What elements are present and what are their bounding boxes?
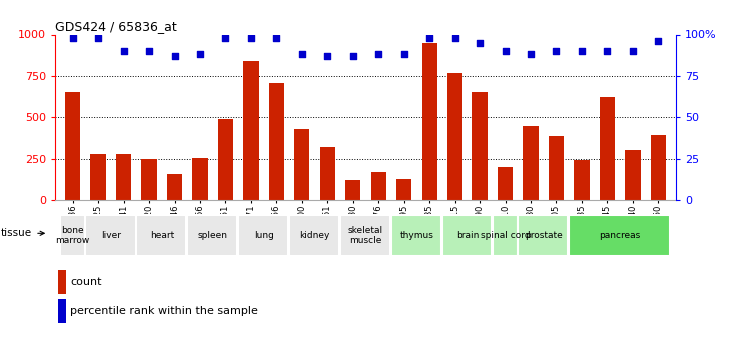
- Bar: [599, 97, 615, 200]
- Point: [194, 52, 206, 57]
- Bar: [447, 72, 462, 200]
- Bar: [91, 154, 106, 200]
- Bar: [396, 179, 412, 200]
- Bar: [340, 215, 390, 256]
- Bar: [371, 172, 386, 200]
- Text: heart: heart: [150, 231, 174, 240]
- Bar: [289, 215, 339, 256]
- Bar: [192, 158, 208, 200]
- Text: kidney: kidney: [300, 231, 330, 240]
- Point: [627, 48, 639, 54]
- Point: [550, 48, 562, 54]
- Text: count: count: [70, 277, 102, 287]
- Point: [245, 35, 257, 41]
- Bar: [523, 126, 539, 200]
- Bar: [422, 43, 437, 200]
- Bar: [187, 215, 238, 256]
- Bar: [575, 159, 590, 200]
- Bar: [60, 215, 85, 256]
- Text: brain: brain: [455, 231, 479, 240]
- Point: [653, 38, 664, 44]
- Bar: [65, 92, 80, 200]
- Text: tissue: tissue: [1, 228, 45, 238]
- Point: [398, 52, 409, 57]
- Point: [576, 48, 588, 54]
- Point: [143, 48, 155, 54]
- Point: [347, 53, 359, 59]
- Text: prostate: prostate: [525, 231, 563, 240]
- Text: percentile rank within the sample: percentile rank within the sample: [70, 306, 258, 316]
- Bar: [498, 167, 513, 200]
- Bar: [391, 215, 441, 256]
- Point: [92, 35, 104, 41]
- Point: [500, 48, 512, 54]
- Text: lung: lung: [254, 231, 273, 240]
- Point: [525, 52, 537, 57]
- Bar: [86, 215, 135, 256]
- Bar: [269, 82, 284, 200]
- Point: [67, 35, 78, 41]
- Bar: [116, 154, 132, 200]
- Point: [219, 35, 231, 41]
- Bar: [651, 135, 666, 200]
- Text: spinal cord: spinal cord: [481, 231, 531, 240]
- Bar: [218, 119, 233, 200]
- Bar: [569, 215, 670, 256]
- Point: [423, 35, 435, 41]
- Point: [322, 53, 333, 59]
- Bar: [136, 215, 186, 256]
- Point: [296, 52, 308, 57]
- Point: [474, 40, 486, 46]
- Text: liver: liver: [101, 231, 121, 240]
- Bar: [294, 129, 309, 200]
- Point: [169, 53, 181, 59]
- Bar: [472, 92, 488, 200]
- Bar: [518, 215, 569, 256]
- Text: thymus: thymus: [400, 231, 433, 240]
- Bar: [319, 147, 335, 200]
- Text: pancreas: pancreas: [599, 231, 641, 240]
- Bar: [625, 150, 640, 200]
- Text: bone
marrow: bone marrow: [56, 226, 90, 245]
- Bar: [238, 215, 288, 256]
- Point: [602, 48, 613, 54]
- Point: [270, 35, 282, 41]
- Bar: [58, 270, 66, 294]
- Bar: [243, 61, 259, 200]
- Bar: [58, 299, 66, 323]
- Bar: [141, 159, 156, 200]
- Text: GDS424 / 65836_at: GDS424 / 65836_at: [55, 20, 177, 33]
- Bar: [345, 180, 360, 200]
- Bar: [549, 136, 564, 200]
- Point: [372, 52, 384, 57]
- Point: [118, 48, 129, 54]
- Point: [449, 35, 461, 41]
- Text: spleen: spleen: [197, 231, 228, 240]
- Bar: [442, 215, 492, 256]
- Bar: [167, 174, 182, 200]
- Bar: [493, 215, 518, 256]
- Text: skeletal
muscle: skeletal muscle: [348, 226, 383, 245]
